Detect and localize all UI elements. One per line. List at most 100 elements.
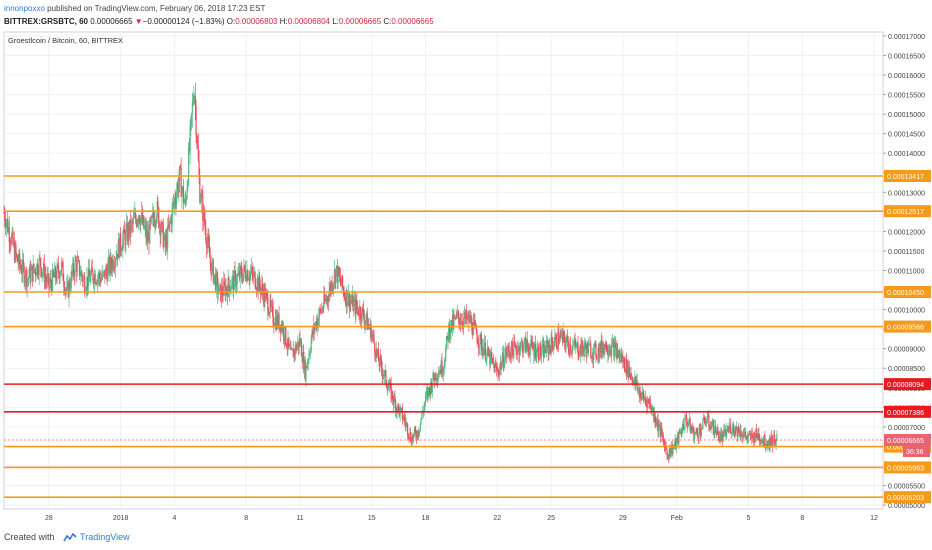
candle-body xyxy=(235,272,237,288)
level-price-tag xyxy=(884,169,931,182)
candle-body xyxy=(153,219,155,226)
candle-body xyxy=(330,282,332,292)
y-tick-label: 0.00016500 xyxy=(888,53,925,60)
candle-body xyxy=(579,345,581,355)
candle-body xyxy=(72,263,75,275)
candle-body xyxy=(621,355,623,362)
candle-body xyxy=(247,270,249,281)
candle-body xyxy=(111,259,113,270)
candle-body xyxy=(503,365,505,368)
candle-body xyxy=(122,228,125,239)
candle-body xyxy=(21,272,23,274)
candle-body xyxy=(436,379,439,381)
candle-body xyxy=(484,342,486,360)
candle-body xyxy=(362,308,365,318)
candle-body xyxy=(750,433,753,440)
candle-body xyxy=(501,362,503,369)
candle-body xyxy=(614,343,616,358)
candle-body xyxy=(230,287,232,290)
candle-body xyxy=(632,381,634,385)
candle-body xyxy=(272,307,274,324)
candle-body xyxy=(501,352,504,363)
candle-body xyxy=(243,265,245,274)
candle-body xyxy=(439,370,441,374)
candle-body xyxy=(176,192,178,204)
candle-body xyxy=(446,336,448,337)
candle-body xyxy=(370,323,372,341)
candle-body xyxy=(311,330,313,341)
x-tick-label: 5 xyxy=(747,515,751,522)
candle-body xyxy=(407,424,409,436)
candle-body xyxy=(456,314,458,315)
candle-body xyxy=(51,283,53,291)
chart-area[interactable]: 0.00017000 0.00016500 0.00016000 0.00015500… xyxy=(0,28,932,524)
candle-body xyxy=(244,265,246,270)
candle-body xyxy=(52,270,54,276)
candle-body xyxy=(550,336,552,354)
candle-body xyxy=(491,358,493,359)
candle-body xyxy=(334,270,336,283)
candle-body xyxy=(348,293,350,309)
candle-body xyxy=(90,266,93,275)
symbol-label[interactable]: BITTREX:GRSBTC, 60 xyxy=(4,17,89,26)
candle-body xyxy=(511,341,513,350)
candle-body xyxy=(388,386,390,388)
candle-body xyxy=(670,445,673,453)
candle-body xyxy=(251,268,253,273)
candle-body xyxy=(644,397,646,401)
candle-body xyxy=(290,348,292,350)
candle-body xyxy=(622,355,624,363)
candle-body xyxy=(438,373,440,375)
candle-body xyxy=(558,341,560,345)
candle-body xyxy=(510,341,513,359)
candle-body xyxy=(414,428,416,432)
candle-body xyxy=(286,347,288,348)
candle-body xyxy=(185,198,187,201)
candle-body xyxy=(700,428,702,436)
candle-body xyxy=(51,270,54,291)
candle-body xyxy=(631,376,633,378)
level-price-label: 0.00008094 xyxy=(887,382,924,389)
candle-body xyxy=(62,262,64,281)
candle-body xyxy=(373,334,375,344)
candle-body xyxy=(167,225,170,228)
candle-body xyxy=(447,336,449,342)
candle-body xyxy=(748,433,750,435)
x-tick-label: 25 xyxy=(547,515,555,522)
candle-body xyxy=(362,307,364,309)
candle-body xyxy=(20,266,22,273)
candle-body xyxy=(536,349,538,357)
candle-body xyxy=(84,277,86,293)
candle-body xyxy=(64,289,66,293)
candle-body xyxy=(567,341,569,350)
candle-body xyxy=(365,313,368,321)
tradingview-brand-link[interactable]: TradingView xyxy=(80,532,130,542)
candle-body xyxy=(587,343,590,353)
candle-body xyxy=(380,359,383,369)
candle-body xyxy=(205,240,208,249)
candle-body xyxy=(454,316,456,318)
candle-body xyxy=(582,348,584,354)
candle-body xyxy=(47,273,49,277)
candle-body xyxy=(112,259,114,269)
candle-body xyxy=(19,264,22,267)
price-chart[interactable]: 0.00017000 0.00016500 0.00016000 0.00015500… xyxy=(0,28,932,524)
candle-body xyxy=(233,270,235,290)
candle-body xyxy=(328,292,330,302)
candle-body xyxy=(110,256,112,266)
candle-body xyxy=(352,295,354,311)
candle-body xyxy=(202,196,204,221)
candle-body xyxy=(510,354,512,359)
candle-body xyxy=(752,436,754,443)
candle-body xyxy=(638,388,640,398)
candle-body xyxy=(368,324,370,327)
candle-body xyxy=(353,299,356,302)
candle-body xyxy=(166,237,168,249)
candle-body xyxy=(196,135,198,143)
author-link[interactable]: innonpoxxo xyxy=(4,4,45,13)
candle-body xyxy=(598,348,600,358)
candle-body xyxy=(702,417,704,429)
candle-body xyxy=(108,257,110,265)
candle-body xyxy=(425,393,427,395)
candle-body xyxy=(626,358,628,375)
